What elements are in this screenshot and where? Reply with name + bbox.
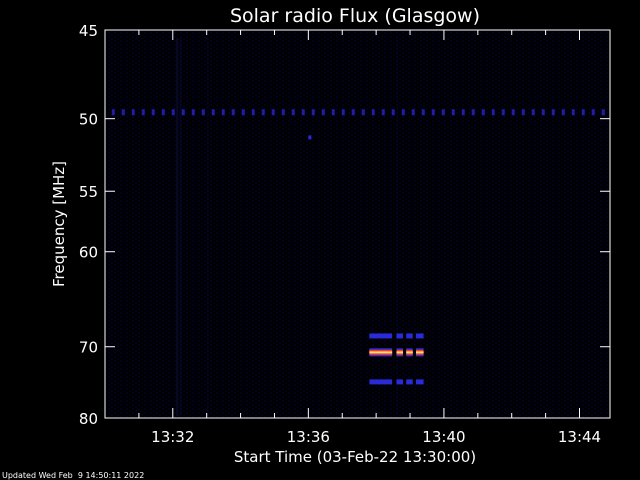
y-tick-label: 70 [79, 339, 98, 357]
band-segment [441, 109, 445, 116]
band-segment [381, 109, 385, 116]
band-segment [471, 109, 475, 116]
x-tick-label: 13:44 [558, 428, 601, 446]
band-segment [501, 109, 505, 116]
y-tick-label: 80 [79, 410, 98, 428]
band-segment [281, 109, 285, 116]
band-segment [151, 109, 155, 116]
burst-segment [415, 379, 424, 385]
y-tick-label: 55 [79, 183, 98, 201]
band-segment [361, 109, 365, 116]
band-segment [481, 109, 485, 116]
band-segment [241, 109, 245, 116]
burst-segment [369, 333, 393, 339]
x-axis-label: Start Time (03-Feb-22 13:30:00) [234, 448, 476, 466]
band-segment [581, 109, 585, 116]
band-segment [571, 109, 575, 116]
band-segment [221, 109, 225, 116]
band-segment [141, 109, 145, 116]
band-segment [111, 109, 115, 116]
band-segment [411, 109, 415, 116]
noise-streak [176, 38, 179, 416]
x-tick-label: 13:40 [422, 428, 465, 446]
band-segment [351, 109, 355, 116]
band-segment [371, 109, 375, 116]
band-segment [331, 109, 335, 116]
burst-core [415, 351, 424, 354]
band-segment [531, 109, 535, 116]
burst-segment [406, 379, 413, 385]
band-segment [521, 109, 525, 116]
band-segment [261, 109, 265, 116]
band-segment [601, 109, 605, 116]
plot-area [104, 29, 611, 419]
band-segment [121, 109, 125, 116]
burst-segment [396, 379, 403, 385]
band-segment [201, 109, 205, 116]
band-segment [451, 109, 455, 116]
y-axis-label: Frequency [MHz] [50, 161, 68, 287]
band-segment [341, 109, 345, 116]
band-segment [401, 109, 405, 116]
band-segment [211, 109, 215, 116]
band-segment [231, 109, 235, 116]
band-segment [561, 109, 565, 116]
band-segment [421, 109, 425, 116]
burst-core [369, 351, 393, 354]
y-tick-label: 60 [79, 244, 98, 262]
chart-title: Solar radio Flux (Glasgow) [230, 5, 480, 27]
band-segment [131, 109, 135, 116]
plot-frame [104, 29, 611, 419]
noise-speck [308, 135, 312, 140]
y-tick-label: 50 [79, 111, 98, 129]
band-segment [181, 109, 185, 116]
burst-segment [415, 333, 424, 339]
band-segment [391, 109, 395, 116]
x-tick-label: 13:32 [151, 428, 194, 446]
x-tick-label: 13:36 [287, 428, 330, 446]
burst-segment [396, 333, 403, 339]
band-segment [291, 109, 295, 116]
band-segment [161, 109, 165, 116]
noise-streak [396, 38, 399, 416]
y-tick-label: 45 [79, 22, 98, 40]
band-segment [251, 109, 255, 116]
band-segment [311, 109, 315, 116]
band-segment [431, 109, 435, 116]
band-segment [301, 109, 305, 116]
burst-core [406, 351, 413, 354]
band-segment [461, 109, 465, 116]
plot-background [105, 30, 610, 418]
burst-segment [406, 333, 413, 339]
band-segment [321, 109, 325, 116]
band-segment [541, 109, 545, 116]
band-segment [171, 109, 175, 116]
band-segment [271, 109, 275, 116]
burst-segment [369, 379, 393, 385]
band-segment [191, 109, 195, 116]
x-axis: 13:32 13:36 13:40 13:44 [138, 30, 601, 446]
y-axis: 45 50 55 60 70 80 [79, 22, 610, 428]
burst-core [396, 351, 403, 354]
band-segment [511, 109, 515, 116]
noise-streak [206, 38, 209, 416]
band-segment [551, 109, 555, 116]
updated-timestamp: Updated Wed Feb 9 14:50:11 2022 [2, 471, 144, 480]
noise-streak [179, 38, 182, 416]
band-segment [491, 109, 495, 116]
band-segment [591, 109, 595, 116]
